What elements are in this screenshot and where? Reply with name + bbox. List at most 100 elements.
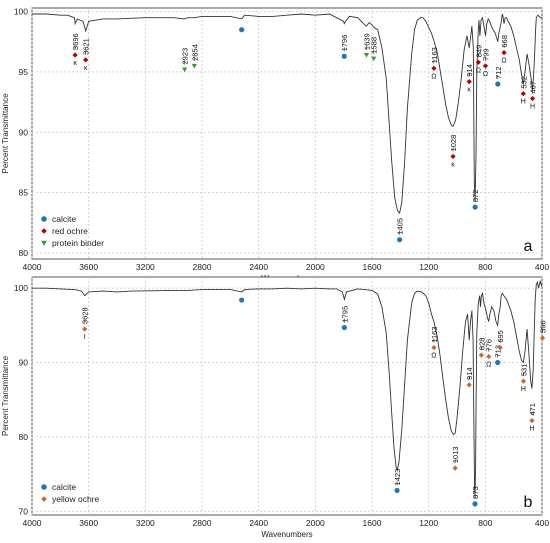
x-tick-label: 400 — [535, 518, 549, 528]
peak-label: 467 — [529, 81, 538, 94]
peak-marker — [475, 59, 481, 65]
chart-panel-b: 4000 3600 3200 2800 2400 2000 1600 1200 800 400 70… — [1, 276, 549, 539]
peak-label: 1796 — [340, 35, 349, 52]
peak-label: 1639 — [362, 33, 371, 50]
peak-label: 849 — [474, 45, 483, 58]
peak-label: 712 — [494, 67, 503, 80]
peak-label: 1405 — [396, 218, 405, 235]
peak-marker — [191, 63, 197, 69]
peak-marker — [466, 79, 472, 85]
x-tick-label: 3200 — [136, 262, 155, 272]
peak-label: 914 — [465, 64, 474, 77]
peak-marker — [478, 352, 484, 358]
peak-label: 471 — [528, 403, 537, 416]
peak-marker — [371, 56, 377, 62]
peak-marker — [83, 57, 89, 63]
legend-entry: red ochre — [52, 226, 88, 236]
peak-label: 531 — [519, 364, 528, 377]
x-tick-label: 4000 — [23, 262, 42, 272]
peak-label: 3696 — [71, 33, 80, 50]
peak-note: κ — [84, 65, 88, 72]
peak-marker — [341, 53, 347, 59]
peak-marker — [450, 153, 456, 160]
chart-panel-a: 4000 3600 3200 2800 2400 2000 1600 1200 800 400 80… — [1, 7, 549, 283]
peak-note: I — [84, 334, 86, 341]
peak-label: 532 — [519, 76, 528, 89]
peak-note: Ω — [476, 67, 481, 74]
peak-label: 3621 — [82, 38, 91, 55]
panel-label: b — [524, 494, 533, 511]
peak-marker — [239, 297, 245, 303]
spectrum-line — [32, 280, 543, 497]
peak-marker — [472, 204, 478, 210]
x-tick-label: 2800 — [193, 262, 212, 272]
y-axis-label: Percent Transmittance — [1, 93, 10, 174]
legend-entry: yellow ochre — [52, 494, 100, 504]
x-tick-label: 2000 — [306, 518, 325, 528]
peak-marker — [520, 378, 527, 384]
peak-marker — [495, 359, 501, 366]
peak-note: Ω — [486, 362, 491, 369]
legend-entry: calcite — [52, 214, 76, 224]
legend-marker — [41, 240, 47, 246]
peak-label: 828 — [477, 338, 486, 351]
peak-note: κ — [451, 161, 455, 168]
peak-label: 1163 — [430, 327, 439, 343]
y-tick-label: 70 — [19, 506, 29, 516]
peak-note: κ — [467, 87, 471, 94]
y-tick-label: 95 — [19, 67, 29, 77]
x-tick-label: 800 — [478, 518, 492, 528]
x-tick-label: 1200 — [419, 518, 438, 528]
y-tick-label: 85 — [19, 188, 29, 198]
y-tick-label: 100 — [14, 7, 28, 17]
x-tick-label: 1600 — [363, 262, 382, 272]
peak-marker — [181, 67, 188, 73]
peak-marker — [452, 465, 458, 471]
peak-marker — [529, 417, 535, 424]
legend-entry: protein binder — [52, 238, 104, 248]
peak-marker — [482, 63, 489, 69]
peak-label: 2923 — [181, 48, 190, 65]
peak-label: 1028 — [449, 135, 458, 152]
x-tick-label: 400 — [535, 262, 549, 272]
peak-label: 668 — [500, 35, 509, 48]
peak-marker — [431, 65, 437, 71]
peak-label: 3628 — [81, 307, 90, 324]
y-axis-label: Percent Transmittance — [1, 355, 10, 436]
y-tick-label: 90 — [19, 358, 29, 368]
y-tick-label: 90 — [19, 127, 29, 137]
peak-note: H — [521, 386, 526, 393]
peak-label: 799 — [481, 48, 490, 61]
x-tick-label: 2400 — [249, 518, 268, 528]
legend-marker — [41, 216, 47, 222]
peak-note: H — [530, 104, 535, 111]
peak-label: 914 — [465, 367, 474, 380]
legend-marker — [41, 484, 47, 490]
peak-marker — [239, 27, 245, 33]
peak-marker — [431, 345, 437, 351]
peak-note: H — [529, 426, 534, 433]
y-tick-label: 100 — [14, 283, 28, 293]
spectrum-line — [32, 13, 542, 215]
peak-marker — [472, 501, 478, 507]
peak-label: 872 — [471, 190, 480, 203]
x-tick-label: 3600 — [79, 518, 98, 528]
legend-marker — [41, 496, 47, 502]
legend-marker — [41, 228, 47, 234]
peak-label: 713 — [494, 345, 503, 358]
peak-label: 396 — [539, 320, 548, 333]
peak-note: Ω — [431, 73, 436, 80]
peak-note: Ω — [431, 353, 436, 360]
peak-marker — [486, 353, 492, 360]
peak-label: 1163 — [430, 47, 439, 63]
peak-marker — [363, 52, 370, 58]
x-tick-label: 3200 — [136, 518, 155, 528]
peak-label: 1013 — [451, 446, 460, 463]
peak-note: κ — [73, 60, 77, 67]
peak-marker — [520, 91, 526, 97]
peak-marker — [394, 487, 400, 494]
plot-frame — [31, 276, 543, 516]
x-tick-label: 1600 — [363, 518, 382, 528]
peak-marker — [397, 237, 403, 243]
